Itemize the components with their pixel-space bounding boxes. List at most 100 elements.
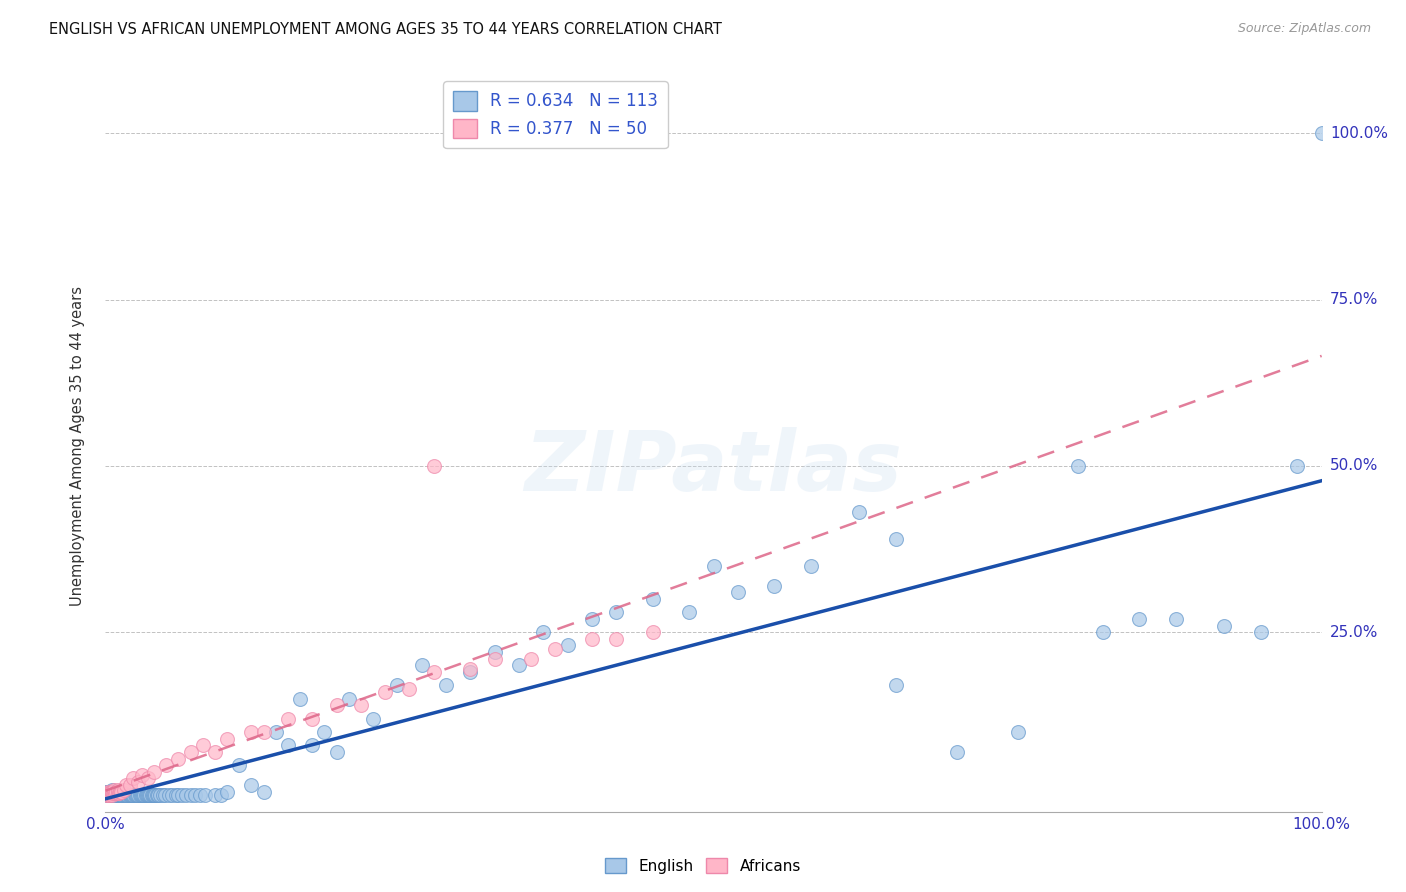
Point [423, 665, 446, 679]
Point [361, 712, 384, 726]
Point [252, 785, 274, 799]
Point [277, 738, 299, 752]
Point [104, 785, 127, 799]
Point [350, 698, 373, 713]
Point [702, 558, 725, 573]
Point [108, 788, 131, 802]
Point [98, 785, 121, 799]
Point [194, 788, 217, 802]
Point [96, 788, 118, 802]
Point [98, 786, 121, 800]
Point [107, 786, 129, 800]
Point [131, 768, 153, 782]
Point [484, 652, 506, 666]
Point [605, 632, 627, 646]
Point [1286, 458, 1309, 473]
Point [121, 788, 143, 802]
Point [117, 788, 139, 802]
Point [520, 652, 543, 666]
Point [114, 788, 136, 802]
Point [97, 785, 120, 799]
Text: Source: ZipAtlas.com: Source: ZipAtlas.com [1237, 22, 1371, 36]
Point [228, 758, 250, 772]
Point [96, 788, 118, 802]
Point [100, 783, 122, 797]
Point [387, 678, 409, 692]
Point [104, 788, 127, 802]
Point [188, 788, 211, 802]
Point [458, 662, 481, 676]
Point [101, 788, 124, 802]
Point [129, 788, 152, 802]
Point [1310, 127, 1333, 141]
Point [98, 786, 121, 800]
Point [124, 788, 146, 802]
Point [209, 788, 232, 802]
Point [167, 788, 190, 802]
Point [325, 745, 347, 759]
Point [120, 788, 142, 802]
Point [125, 788, 148, 802]
Point [117, 788, 139, 802]
Point [98, 788, 121, 802]
Point [103, 788, 125, 802]
Point [127, 774, 149, 789]
Point [107, 788, 129, 802]
Point [136, 772, 159, 786]
Point [167, 751, 190, 765]
Point [484, 645, 506, 659]
Point [314, 725, 336, 739]
Point [763, 579, 786, 593]
Point [423, 458, 446, 473]
Point [105, 785, 128, 799]
Point [105, 786, 128, 800]
Text: 25.0%: 25.0% [1330, 624, 1378, 640]
Text: 50.0%: 50.0% [1330, 458, 1378, 474]
Point [143, 764, 166, 779]
Point [458, 665, 481, 679]
Point [217, 785, 239, 799]
Point [110, 785, 132, 799]
Point [1213, 618, 1236, 632]
Point [110, 788, 132, 802]
Point [100, 785, 122, 799]
Point [108, 788, 131, 802]
Point [108, 786, 131, 800]
Point [118, 778, 141, 792]
Point [145, 788, 167, 802]
Text: 100.0%: 100.0% [1330, 126, 1388, 141]
Point [107, 783, 129, 797]
Point [1091, 625, 1114, 640]
Point [337, 691, 360, 706]
Point [94, 785, 117, 799]
Point [127, 788, 149, 802]
Point [98, 786, 121, 800]
Point [641, 591, 664, 606]
Point [149, 788, 172, 802]
Point [111, 788, 134, 802]
Point [581, 632, 603, 646]
Point [138, 788, 160, 802]
Point [204, 788, 226, 802]
Point [153, 788, 176, 802]
Point [544, 641, 567, 656]
Point [97, 788, 120, 802]
Point [884, 678, 907, 692]
Point [135, 788, 157, 802]
Point [398, 681, 420, 696]
Point [139, 788, 162, 802]
Point [180, 745, 202, 759]
Point [108, 786, 131, 800]
Point [1128, 612, 1150, 626]
Point [288, 691, 311, 706]
Y-axis label: Unemployment Among Ages 35 to 44 years: Unemployment Among Ages 35 to 44 years [70, 286, 84, 606]
Point [107, 785, 129, 799]
Legend: R = 0.634   N = 113, R = 0.377   N = 50: R = 0.634 N = 113, R = 0.377 N = 50 [443, 81, 668, 148]
Point [184, 788, 207, 802]
Point [155, 758, 177, 772]
Point [557, 639, 579, 653]
Point [727, 585, 749, 599]
Point [301, 712, 323, 726]
Point [108, 785, 131, 799]
Point [508, 658, 530, 673]
